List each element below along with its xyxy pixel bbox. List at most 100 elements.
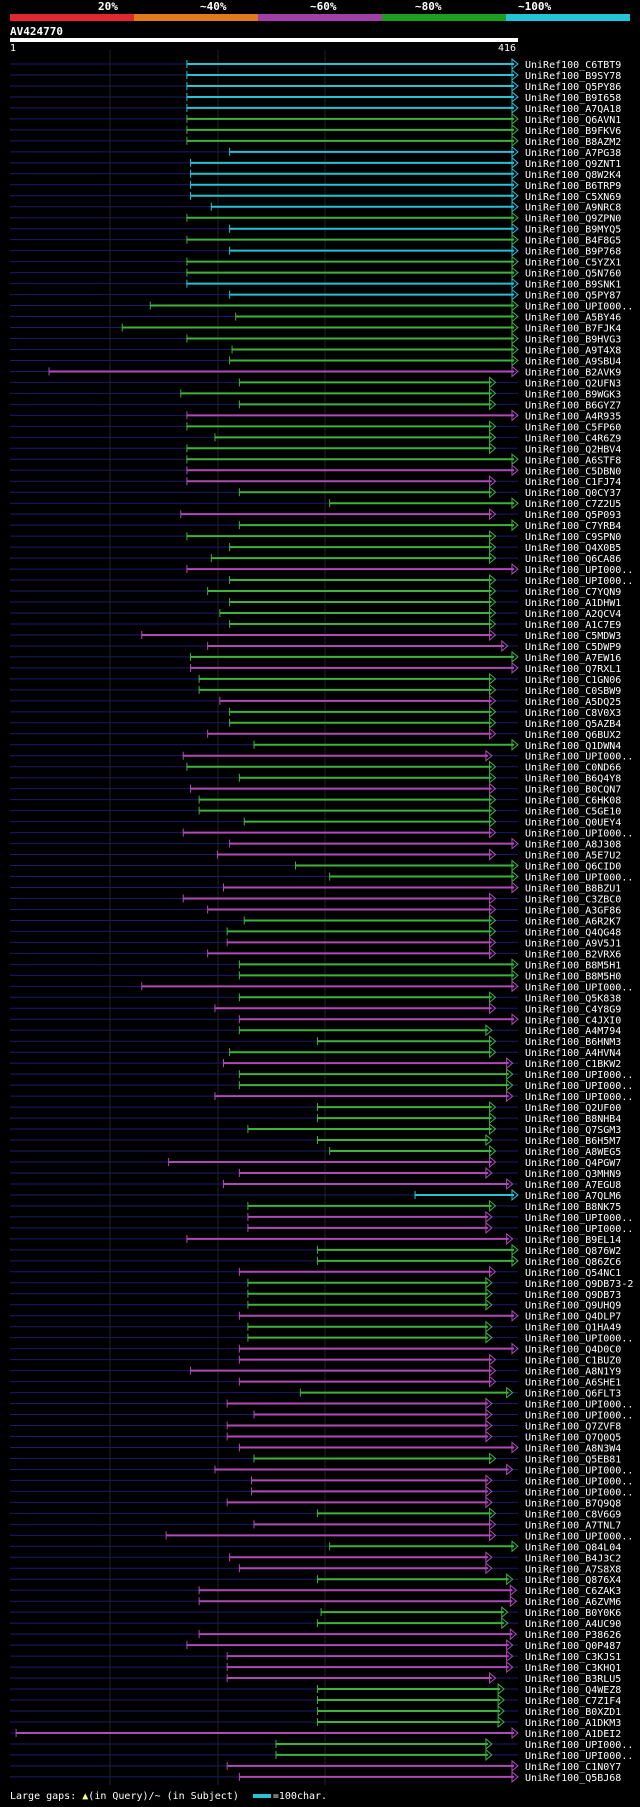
hit-label: UniRef100_Q0UEY4	[525, 818, 621, 829]
hit-label: UniRef100_A7QLM6	[525, 1191, 621, 1202]
hit-arrow	[511, 156, 519, 169]
hit-label: UniRef100_UPI000..	[525, 1224, 633, 1235]
hit-label: UniRef100_UPI000..	[525, 1092, 633, 1103]
hit-label: UniRef100_Q876X4	[525, 1575, 621, 1586]
hit-label: UniRef100_Q5N760	[525, 269, 621, 280]
legend-label: ~40%	[200, 0, 227, 13]
hit-label: UniRef100_B8NK75	[525, 1202, 621, 1213]
hit-arrow	[497, 1715, 505, 1729]
hit-arrow	[489, 1112, 497, 1125]
hit-arrow	[489, 947, 497, 960]
hit-label: UniRef100_B8AZM2	[525, 137, 621, 148]
hit-label: UniRef100_B9MYQ5	[525, 225, 621, 236]
hit-arrow	[485, 1320, 493, 1333]
hit-arrow	[489, 1452, 497, 1465]
hit-label: UniRef100_UPI000..	[525, 1465, 633, 1476]
hit-label: UniRef100_UPI000..	[525, 1070, 633, 1081]
hit-arrow	[497, 1693, 505, 1707]
hit-label: UniRef100_A9NRC8	[525, 203, 621, 214]
hit-label: UniRef100_A8N3W4	[525, 1443, 621, 1454]
hit-arrow	[511, 453, 519, 466]
hit-label: UniRef100_B4F8G5	[525, 236, 621, 247]
hit-label: UniRef100_Q6BUX2	[525, 730, 621, 741]
hit-arrow	[489, 606, 497, 620]
hit-label: UniRef100_Q5PY86	[525, 82, 621, 93]
hit-arrow	[489, 431, 497, 444]
hit-arrow	[511, 90, 519, 104]
hit-label: UniRef100_A6R2K7	[525, 916, 621, 927]
hit-label: UniRef100_UPI000..	[525, 1081, 633, 1092]
hit-label: UniRef100_C5YZX1	[525, 258, 621, 269]
legend-swatch	[134, 14, 258, 21]
hit-label: UniRef100_B0XZD1	[525, 1707, 621, 1718]
hit-arrow	[511, 738, 519, 751]
in-subject-label: (in Subject)	[166, 1791, 239, 1802]
hit-label: UniRef100_Q7Q0Q5	[525, 1433, 621, 1444]
hit-label: UniRef100_UPI000..	[525, 829, 633, 840]
hit-label: UniRef100_A6ZVM6	[525, 1597, 621, 1608]
legend-label: ~80%	[415, 0, 442, 13]
hit-label: UniRef100_C1BUZ0	[525, 1356, 621, 1367]
hit-arrow	[511, 145, 519, 158]
legend-label: ~100%	[518, 0, 552, 13]
hit-label: UniRef100_C0ND66	[525, 763, 621, 774]
hit-arrow	[506, 1650, 514, 1663]
hit-arrow	[489, 442, 497, 455]
hit-label: UniRef100_A3GF86	[525, 905, 621, 916]
hit-label: UniRef100_B9EL14	[525, 1235, 621, 1246]
hit-label: UniRef100_UPI000..	[525, 1740, 633, 1751]
hit-arrow	[489, 892, 497, 905]
hit-label: UniRef100_Q5BJ68	[525, 1773, 621, 1784]
hit-label: UniRef100_UPI000..	[525, 1400, 633, 1411]
hit-label: UniRef100_Q9DB73-2	[525, 1279, 633, 1290]
hit-label: UniRef100_A7EGU8	[525, 1180, 621, 1191]
legend-label: ~60%	[310, 0, 337, 13]
hit-arrow	[497, 1704, 505, 1718]
hit-label: UniRef100_Q54NC1	[525, 1268, 621, 1279]
hit-arrow	[511, 870, 519, 883]
hit-label: UniRef100_B7Q9Q8	[525, 1498, 621, 1509]
hit-arrow	[511, 277, 519, 290]
hit-label: UniRef100_C1N0Y7	[525, 1762, 621, 1773]
hit-label: UniRef100_C8V0X3	[525, 708, 621, 719]
hit-arrow	[489, 936, 497, 949]
hit-arrow	[489, 914, 497, 927]
query-scale-bar	[10, 38, 518, 42]
hit-label: UniRef100_UPI000..	[525, 752, 633, 763]
hit-arrow	[489, 1265, 497, 1278]
hit-label: UniRef100_C1BKW2	[525, 1059, 621, 1070]
hit-arrow	[511, 68, 519, 82]
hit-label: UniRef100_B6Q4Y8	[525, 774, 621, 785]
hit-label: UniRef100_Q86ZC6	[525, 1257, 621, 1268]
hit-label: UniRef100_Q2HBV4	[525, 444, 621, 455]
hit-label: UniRef100_UPI000..	[525, 1334, 633, 1345]
hit-arrow	[506, 1068, 514, 1081]
hit-label: UniRef100_B6HNM3	[525, 1037, 621, 1048]
hit-arrow	[511, 211, 519, 224]
hit-label: UniRef100_A1DEI2	[525, 1729, 621, 1740]
hit-label: UniRef100_A1DHW1	[525, 598, 621, 609]
hit-label: UniRef100_Q7RXL1	[525, 664, 621, 675]
hit-label: UniRef100_A2QCV4	[525, 609, 621, 620]
hit-label: UniRef100_A7QA18	[525, 104, 621, 115]
hit-arrow	[501, 639, 509, 653]
hit-arrow	[489, 628, 497, 642]
hit-arrow	[511, 354, 519, 367]
hit-label: UniRef100_Q1HA49	[525, 1323, 621, 1334]
hit-label: UniRef100_B6H5M7	[525, 1136, 621, 1147]
hit-label: UniRef100_C7Z1F4	[525, 1696, 621, 1707]
hit-label: UniRef100_A6STF8	[525, 455, 621, 466]
hit-label: UniRef100_UPI000..	[525, 1411, 633, 1422]
hit-arrow	[485, 1737, 493, 1751]
scale-label: =100char.	[272, 1791, 328, 1802]
hit-arrow	[511, 464, 519, 477]
hit-arrow	[489, 1671, 497, 1685]
hit-label: UniRef100_UPI000..	[525, 565, 633, 576]
hit-label: UniRef100_B9P768	[525, 247, 621, 258]
hit-label: UniRef100_Q9DB73	[525, 1290, 621, 1301]
hit-label: UniRef100_A1DKM3	[525, 1718, 621, 1729]
footer-legend: Large gaps: ▲(in Query)/~ (in Subject) =…	[10, 1791, 327, 1802]
hit-arrow	[489, 1046, 497, 1059]
hit-arrow	[489, 387, 497, 400]
hit-arrow	[511, 1243, 519, 1256]
